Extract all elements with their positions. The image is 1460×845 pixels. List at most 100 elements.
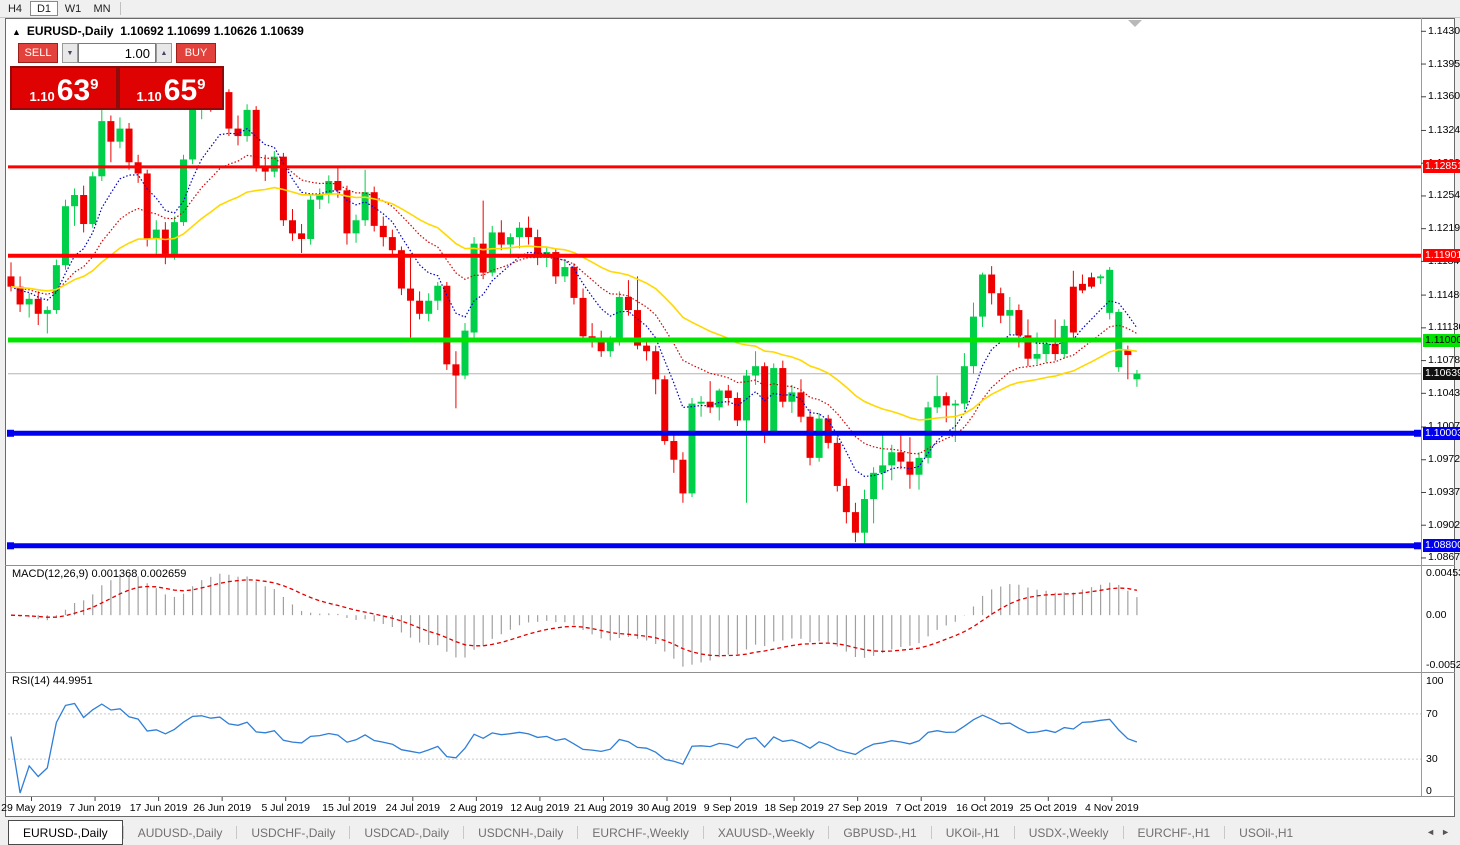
price-axis-tick: 1.12540 <box>1428 189 1460 202</box>
date-axis-label: 16 Oct 2019 <box>956 802 1014 814</box>
tab-divider <box>122 826 124 839</box>
date-axis-label: 7 Jun 2019 <box>69 802 122 814</box>
tab-divider <box>702 826 704 839</box>
rsi-axis-100: 100 <box>1426 675 1444 687</box>
sell-price-big: 63 <box>56 74 91 107</box>
price-level-badge: 1.11901 <box>1423 249 1460 263</box>
price-axis-tick: 1.13950 <box>1428 57 1460 70</box>
macd-label: MACD(12,26,9) 0.001368 0.002659 <box>12 568 187 580</box>
date-axis-label: 24 Jul 2019 <box>385 802 440 814</box>
date-axis-label: 4 Nov 2019 <box>1084 802 1139 814</box>
timeframe-toolbar: H4 D1 W1 MN <box>0 0 1460 18</box>
date-axis-label: 15 Jul 2019 <box>322 802 377 814</box>
tab-gbpusd-h1[interactable]: GBPUSD-,H1 <box>843 825 917 840</box>
macd-axis-zero: 0.00 <box>1426 609 1447 622</box>
date-axis-label: 17 Jun 2019 <box>129 802 188 814</box>
rsi-axis-0: 0 <box>1426 785 1432 797</box>
date-axis-label: 9 Sep 2019 <box>703 802 758 814</box>
chart-ohlc-values: 1.10692 1.10699 1.10626 1.10639 <box>120 24 304 38</box>
date-axis-label: 27 Sep 2019 <box>827 802 888 814</box>
chart-shift-marker-icon <box>1128 20 1142 27</box>
one-click-trading-panel: SELL ▼ ▲ BUY 1.10 63 9 1.10 65 9 <box>10 42 224 110</box>
tab-divider <box>349 826 351 839</box>
price-axis-tick: 1.10430 <box>1428 386 1460 399</box>
buy-button[interactable]: BUY <box>176 43 216 63</box>
chart-window[interactable] <box>5 18 1455 817</box>
collapse-triangle-icon: ▲ <box>12 27 21 37</box>
sell-price-pip: 9 <box>90 76 99 93</box>
tab-divider <box>1122 826 1124 839</box>
chart-canvas[interactable] <box>5 18 1455 817</box>
tab-usdchf-daily[interactable]: USDCHF-,Daily <box>251 825 336 840</box>
macd-signal-value: 0.002659 <box>140 568 187 580</box>
tab-audusd-daily[interactable]: AUDUSD-,Daily <box>137 825 223 840</box>
buy-price-prefix: 1.10 <box>136 89 162 104</box>
sell-button[interactable]: SELL <box>18 43 58 63</box>
price-axis-tick: 1.11130 <box>1428 321 1460 334</box>
price-axis-tick: 1.09370 <box>1428 485 1460 498</box>
timeframe-w1[interactable]: W1 <box>64 2 82 15</box>
chart-title: ▲ EURUSD-,Daily 1.10692 1.10699 1.10626 1… <box>12 24 304 38</box>
timeframe-h4[interactable]: H4 <box>7 2 23 15</box>
rsi-label: RSI(14) 44.9951 <box>12 675 93 687</box>
tab-divider <box>828 826 830 839</box>
tab-divider <box>930 826 932 839</box>
date-axis-label: 25 Oct 2019 <box>1019 802 1077 814</box>
macd-axis-min: -0.005205 <box>1426 659 1460 671</box>
date-axis-label: 5 Jul 2019 <box>261 802 310 814</box>
volume-increase-icon[interactable]: ▲ <box>156 43 172 63</box>
timeframe-mn[interactable]: MN <box>93 2 111 15</box>
chart-symbol-label: EURUSD-,Daily <box>26 24 114 38</box>
price-axis-tick: 1.13600 <box>1428 90 1460 103</box>
price-axis-tick: 1.10780 <box>1428 354 1460 367</box>
date-axis-label: 26 Jun 2019 <box>193 802 252 814</box>
symbol-tab-bar: EURUSD-,Daily AUDUSD-,Daily USDCHF-,Daily U… <box>0 820 1460 845</box>
date-axis-label: 7 Oct 2019 <box>895 802 947 814</box>
rsi-axis-70: 70 <box>1426 707 1438 720</box>
tab-usdcnh-daily[interactable]: USDCNH-,Daily <box>478 825 564 840</box>
price-level-badge: 1.08800 <box>1423 539 1460 553</box>
macd-main-value: 0.001368 <box>91 568 138 580</box>
current-price-badge: 1.10639 <box>1423 367 1460 381</box>
price-axis-tick: 1.14300 <box>1428 24 1460 37</box>
price-axis-tick: 1.12190 <box>1428 222 1460 235</box>
scroll-right-icon[interactable]: ► <box>1441 827 1456 837</box>
sell-price-box[interactable]: 1.10 63 9 <box>12 68 116 108</box>
tab-xauusd-weekly[interactable]: XAUUSD-,Weekly <box>717 825 815 840</box>
tab-divider <box>577 826 579 839</box>
tab-divider <box>1013 826 1015 839</box>
buy-price-box[interactable]: 1.10 65 9 <box>120 68 222 108</box>
rsi-axis-30: 30 <box>1426 753 1438 766</box>
tab-ukoil-h1[interactable]: UKOil-,H1 <box>945 825 1000 840</box>
volume-decrease-icon[interactable]: ▼ <box>62 43 78 63</box>
price-axis-tick: 1.11480 <box>1428 288 1460 301</box>
tab-usdx-weekly[interactable]: USDX-,Weekly <box>1028 825 1109 840</box>
price-axis-tick: 1.09020 <box>1428 518 1460 531</box>
tab-divider <box>236 826 238 839</box>
sell-price-prefix: 1.10 <box>29 89 55 104</box>
price-level-badge: 1.12851 <box>1423 160 1460 174</box>
price-level-badge: 1.11000 <box>1423 333 1460 347</box>
buy-price-big: 65 <box>163 74 198 107</box>
timeframe-d1[interactable]: D1 <box>30 1 58 16</box>
date-axis-label: 30 Aug 2019 <box>637 802 697 814</box>
buy-price-pip: 9 <box>197 76 206 93</box>
date-axis-label: 18 Sep 2019 <box>764 802 824 814</box>
price-axis-tick: 1.13240 <box>1428 123 1460 136</box>
scroll-left-icon[interactable]: ◄ <box>1426 827 1442 837</box>
price-level-badge: 1.10003 <box>1423 426 1460 440</box>
tab-eurchf-weekly[interactable]: EURCHF-,Weekly <box>592 825 689 840</box>
toolbar-separator <box>120 2 121 15</box>
tab-eurusd-daily[interactable]: EURUSD-,Daily <box>8 820 123 845</box>
rsi-value: 44.9951 <box>52 675 93 687</box>
volume-input[interactable] <box>78 43 156 63</box>
tab-scroll-arrows[interactable]: ◄► <box>1426 827 1456 837</box>
date-axis-label: 21 Aug 2019 <box>573 802 633 814</box>
date-axis-label: 29 May 2019 <box>1 802 62 814</box>
macd-axis-max: 0.004536 <box>1426 567 1460 579</box>
tab-divider <box>1224 826 1226 839</box>
tab-usoil-h1[interactable]: USOil-,H1 <box>1239 825 1294 840</box>
tab-eurchf-h1[interactable]: EURCHF-,H1 <box>1137 825 1211 840</box>
tab-usdcad-daily[interactable]: USDCAD-,Daily <box>364 825 450 840</box>
